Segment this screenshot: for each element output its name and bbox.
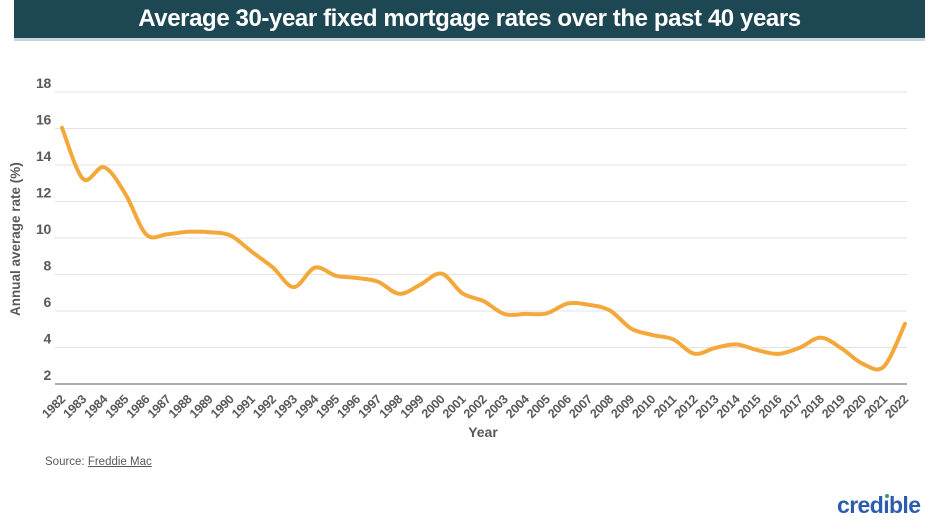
y-tick-label: 16 [36, 112, 51, 128]
y-tick-label: 4 [44, 331, 52, 347]
y-tick-label: 18 [36, 75, 51, 91]
x-axis-title: Year [468, 424, 498, 440]
y-tick-label: 6 [44, 294, 52, 310]
y-axis-title: Annual average rate (%) [8, 162, 23, 316]
rate-line [60, 125, 907, 372]
y-tick-label: 14 [36, 148, 51, 164]
source-link[interactable]: Freddie Mac [87, 456, 152, 468]
y-tick-label: 12 [36, 185, 51, 201]
logo-i-stem: ı [883, 492, 889, 518]
chart-title: Average 30-year fixed mortgage rates ove… [138, 5, 801, 32]
chart-title-bar: Average 30-year fixed mortgage rates ove… [14, 0, 925, 41]
logo-text-post: ble [888, 492, 921, 518]
source-prefix: Source: [45, 456, 88, 468]
logo-i-dot [884, 493, 890, 498]
y-tick-label: 2 [44, 367, 52, 383]
x-tick-label: 2022 [882, 392, 911, 421]
y-tick-label: 8 [44, 258, 52, 274]
logo-letter-i: ı [883, 492, 889, 519]
logo-text-pre: cred [837, 492, 884, 518]
credible-logo: credı ble [837, 492, 921, 519]
y-tick-label: 10 [36, 221, 51, 237]
source-note: Source: Freddie Mac [45, 456, 152, 468]
